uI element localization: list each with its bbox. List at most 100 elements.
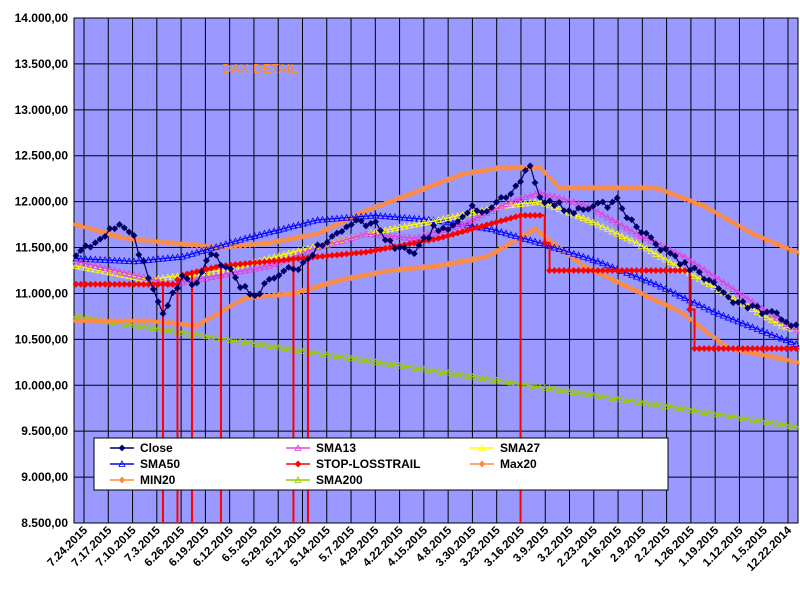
data-point: [517, 164, 524, 172]
data-point: [410, 220, 418, 228]
data-point: [376, 358, 385, 366]
data-point: [270, 274, 278, 282]
data-point: [773, 240, 781, 248]
data-point: [604, 204, 611, 212]
data-point: [652, 296, 660, 304]
data-point: [304, 218, 312, 226]
data-point: [183, 251, 191, 259]
data-point: [202, 332, 211, 340]
data-point: [536, 193, 544, 201]
data-point: [705, 345, 713, 352]
data-point: [739, 298, 747, 306]
data-point: [652, 267, 660, 274]
data-point: [299, 245, 307, 253]
data-point: [212, 243, 220, 250]
data-point: [439, 178, 447, 185]
data-point: [517, 178, 524, 186]
data-point: [705, 205, 713, 213]
data-point: [275, 225, 283, 233]
data-point: [773, 354, 781, 362]
data-point: [637, 232, 646, 239]
data-point: [705, 276, 713, 284]
data-point: [91, 255, 100, 263]
data-point: [391, 224, 399, 232]
data-point: [463, 218, 472, 226]
data-point: [314, 230, 322, 238]
data-point: [328, 232, 336, 240]
data-point: [410, 363, 418, 371]
data-point: [691, 264, 698, 272]
data-point: [333, 238, 341, 245]
data-point: [749, 349, 756, 357]
data-point: [371, 358, 380, 365]
data-point: [763, 352, 771, 360]
data-point: [377, 201, 384, 209]
data-point: [676, 250, 684, 258]
data-point: [400, 362, 409, 370]
data-point: [541, 239, 549, 247]
data-point: [454, 172, 462, 180]
data-point: [261, 280, 268, 287]
data-point: [676, 308, 684, 316]
data-point: [81, 255, 90, 262]
data-point: [695, 345, 703, 352]
data-point: [550, 179, 558, 187]
data-point: [502, 200, 510, 207]
data-point: [193, 241, 201, 249]
data-point: [512, 164, 520, 172]
data-point: [744, 294, 752, 302]
data-point: [633, 267, 640, 274]
series-sma200: [72, 312, 800, 430]
data-point: [739, 291, 747, 299]
data-point: [168, 327, 177, 335]
legend-item-max20: Max20: [470, 457, 537, 471]
data-point: [338, 214, 346, 221]
data-point: [487, 206, 496, 214]
data-point: [570, 249, 578, 257]
data-point: [662, 188, 669, 195]
data-point: [778, 345, 785, 352]
data-point: [328, 351, 336, 359]
data-point: [338, 228, 346, 235]
data-point: [758, 234, 766, 242]
data-point: [690, 298, 699, 306]
data-point: [613, 218, 621, 226]
data-point: [72, 254, 80, 262]
data-point: [367, 229, 375, 236]
data-point: [497, 228, 505, 235]
data-point: [555, 205, 563, 212]
data-point: [164, 254, 172, 262]
data-point: [338, 352, 346, 360]
data-point: [318, 350, 327, 357]
data-point: [623, 214, 631, 222]
data-point: [294, 247, 302, 254]
data-point: [125, 280, 133, 288]
data-point: [101, 256, 109, 263]
data-point: [560, 207, 568, 215]
data-point: [77, 280, 85, 288]
data-point: [666, 303, 674, 311]
data-point: [768, 345, 776, 352]
data-point: [256, 290, 264, 298]
legend-swatch-marker: [118, 460, 126, 467]
data-point: [111, 280, 119, 288]
data-point: [139, 273, 148, 281]
data-point: [391, 361, 399, 368]
data-point: [425, 183, 433, 191]
data-point: [550, 385, 559, 393]
data-point: [691, 345, 698, 352]
data-point: [289, 222, 298, 230]
data-point: [492, 376, 501, 384]
data-point: [217, 261, 225, 269]
data-point: [628, 184, 636, 192]
data-point: [149, 324, 157, 332]
data-point: [154, 325, 162, 332]
data-point: [362, 212, 370, 220]
data-point: [555, 245, 563, 252]
data-point: [555, 199, 563, 206]
data-point: [454, 218, 462, 225]
data-point: [526, 228, 534, 236]
data-point: [420, 234, 428, 242]
data-point: [333, 221, 341, 229]
data-point: [96, 263, 104, 270]
